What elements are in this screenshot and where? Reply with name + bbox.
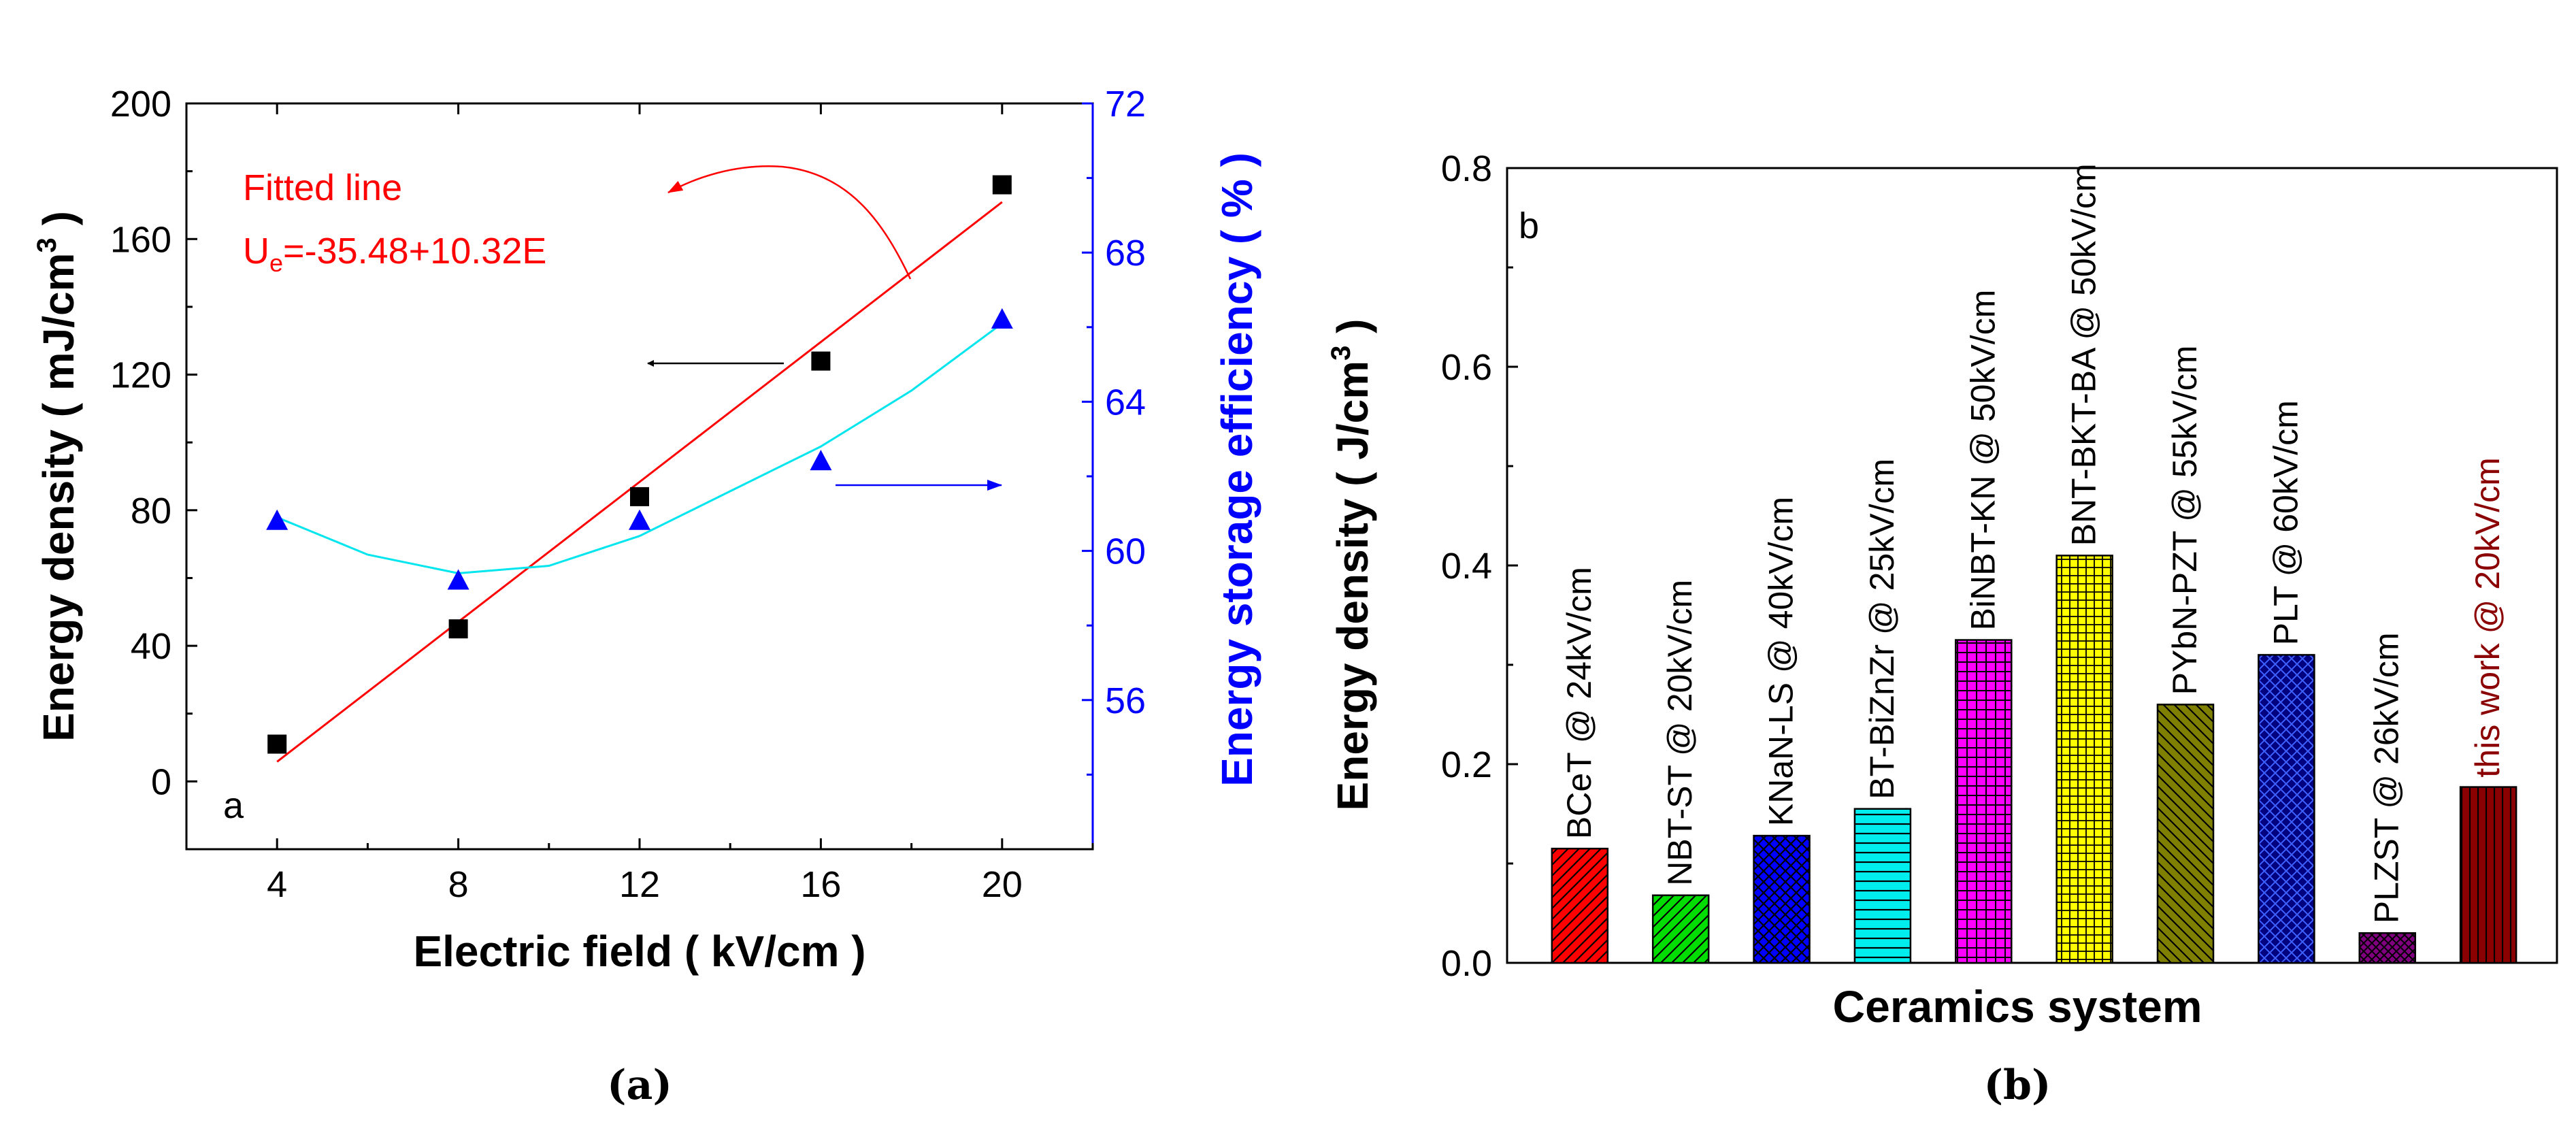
energy-density-point	[992, 175, 1012, 195]
data-points-a	[266, 175, 1013, 754]
panel-letter-b: b	[1519, 205, 1539, 246]
x-ticks-a: 4 8 12 16 20	[185, 103, 1094, 905]
y2-tick-label: 64	[1105, 382, 1146, 423]
eq-subscript: e	[269, 249, 283, 277]
y-title-a-tail: )	[34, 211, 83, 237]
y-tick-label-b: 0.0	[1441, 943, 1492, 984]
chart-panel-b: 0.0 0.2 0.4 0.6 0.8 BCeT @ 24kV/cm NBT-ST @ 2…	[1326, 148, 2558, 1109]
y-ticks-b: 0.0 0.2 0.4 0.6 0.8	[1441, 148, 1518, 984]
y-title-b-sup: 3	[1326, 346, 1356, 361]
y-tick-label: 120	[110, 355, 171, 396]
x-tick-label: 8	[448, 864, 469, 905]
energy-density-point	[267, 734, 287, 754]
energy-density-point	[630, 487, 649, 506]
y2-tick-label: 56	[1105, 680, 1146, 721]
eq-prefix: U	[243, 231, 269, 272]
y2-tick-label: 72	[1105, 84, 1146, 125]
y-title-b-main: Energy density ( J/cm	[1328, 361, 1377, 811]
y-title-a-main: Energy density ( mJ/cm	[34, 252, 83, 741]
y-tick-label-b: 0.2	[1441, 744, 1492, 785]
panel-letter-a: a	[223, 785, 244, 826]
chart-panel-a: 4 8 12 16 20 0 40 80 120 160 200 56 60 64 68 72 Fitte…	[32, 84, 1261, 1109]
y-tick-label-b: 0.8	[1441, 148, 1492, 189]
y2-tick-label: 68	[1105, 233, 1146, 274]
bar	[2258, 654, 2315, 964]
efficiency-point	[266, 509, 288, 530]
y-tick-label: 200	[110, 84, 171, 125]
bars-b	[1551, 555, 2517, 964]
bar	[1651, 894, 1710, 964]
efficiency-point	[991, 308, 1013, 329]
efficiency-point	[629, 509, 650, 530]
bar-category-label: BT-BiZnZr @ 25kV/cm	[1863, 459, 1901, 800]
bar-category-label: BiNBT-KN @ 50kV/cm	[1964, 290, 2002, 631]
energy-density-point	[811, 351, 831, 371]
x-tick-label: 20	[982, 864, 1023, 905]
efficiency-fit-curve	[276, 323, 1003, 575]
bar-category-label: PLZST @ 26kV/cm	[2368, 632, 2406, 923]
x-axis-title-b: Ceramics system	[1832, 981, 2202, 1032]
y-tick-label: 80	[131, 491, 171, 531]
y-tick-label: 160	[110, 219, 171, 260]
energy-density-point	[448, 619, 468, 639]
bar	[1551, 847, 1609, 964]
x-tick-label: 4	[267, 864, 287, 905]
y-tick-label: 40	[131, 626, 171, 667]
efficiency-point	[810, 450, 832, 471]
y-title-a-sup: 3	[32, 237, 62, 252]
fit-annotation-line1: Fitted line	[243, 167, 402, 208]
y-tick-label-b: 0.6	[1441, 347, 1492, 388]
plot-frame-a	[185, 102, 1094, 851]
bar-labels-b: BCeT @ 24kV/cm NBT-ST @ 20kV/cm KNaN-LS @ …	[1560, 163, 2507, 923]
efficiency-point	[447, 569, 469, 590]
y-ticks-a: 0 40 80 120 160 200	[110, 84, 197, 851]
caption-a: (a)	[607, 1062, 672, 1109]
fit-lines-a	[276, 201, 1003, 763]
y-axis-title-a: Energy density ( mJ/cm3 )	[32, 211, 83, 742]
bar	[2156, 704, 2215, 964]
bar-category-label: PLT @ 60kV/cm	[2266, 400, 2305, 645]
bar-category-label: PYbN-PZT @ 55kV/cm	[2166, 346, 2204, 695]
bar	[2459, 786, 2517, 964]
arrow-to-fit-annotation	[667, 165, 912, 280]
bar-category-label: this work @ 20kV/cm	[2468, 457, 2507, 777]
linear-fit-line	[276, 201, 1003, 763]
bar	[1853, 808, 1912, 964]
y-tick-label: 0	[151, 761, 171, 802]
x-tick-label: 12	[619, 864, 660, 905]
x-axis-title-a: Electric field ( kV/cm )	[413, 927, 865, 976]
bar-category-label: NBT-ST @ 20kV/cm	[1661, 580, 1699, 886]
y2-tick-label: 60	[1105, 531, 1146, 572]
bar-category-label: BCeT @ 24kV/cm	[1560, 567, 1598, 839]
y-title-b-tail: )	[1328, 319, 1377, 346]
fit-annotation-equation: Ue=-35.48+10.32E	[243, 231, 546, 277]
y-tick-label-b: 0.4	[1441, 546, 1492, 587]
caption-b: (b)	[1984, 1062, 2051, 1109]
bar-category-label: BNT-BKT-BA @ 50kV/cm	[2065, 163, 2103, 546]
bar	[2358, 932, 2416, 964]
x-tick-label: 16	[800, 864, 841, 905]
bar	[1753, 834, 1811, 964]
bar	[1955, 639, 2013, 964]
bar	[2055, 555, 2113, 964]
eq-rest: =-35.48+10.32E	[283, 231, 546, 272]
y-axis-title-b: Energy density ( J/cm3 )	[1326, 319, 1377, 811]
y2-axis-title-a: Energy storage efficiency ( % )	[1212, 152, 1261, 787]
y2-ticks-a: 56 60 64 68 72	[1082, 84, 1146, 776]
bar-category-label: KNaN-LS @ 40kV/cm	[1762, 497, 1800, 826]
